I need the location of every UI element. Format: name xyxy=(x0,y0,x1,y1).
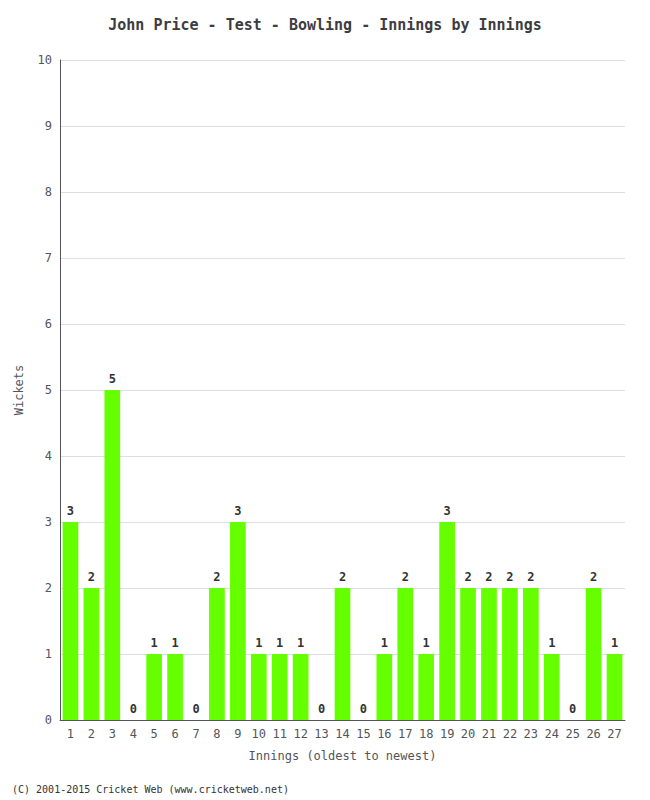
svg-text:0: 0 xyxy=(192,702,199,716)
svg-text:11: 11 xyxy=(272,727,286,741)
svg-text:1: 1 xyxy=(423,636,430,650)
svg-text:13: 13 xyxy=(314,727,328,741)
svg-text:12: 12 xyxy=(293,727,307,741)
svg-text:16: 16 xyxy=(377,727,391,741)
svg-text:22: 22 xyxy=(503,727,517,741)
svg-text:23: 23 xyxy=(524,727,538,741)
svg-text:3: 3 xyxy=(67,504,74,518)
svg-text:4: 4 xyxy=(130,727,137,741)
svg-text:John Price - Test - Bowling -: John Price - Test - Bowling - Innings by… xyxy=(108,16,541,34)
svg-text:Wickets: Wickets xyxy=(12,365,26,416)
svg-text:2: 2 xyxy=(45,581,52,595)
svg-text:2: 2 xyxy=(88,727,95,741)
svg-text:15: 15 xyxy=(356,727,370,741)
svg-text:1: 1 xyxy=(381,636,388,650)
svg-text:14: 14 xyxy=(335,727,349,741)
svg-text:0: 0 xyxy=(45,713,52,727)
svg-text:0: 0 xyxy=(569,702,576,716)
svg-text:6: 6 xyxy=(171,727,178,741)
svg-text:2: 2 xyxy=(213,570,220,584)
svg-text:3: 3 xyxy=(444,504,451,518)
svg-text:5: 5 xyxy=(45,383,52,397)
svg-text:(C) 2001-2015 Cricket Web (www: (C) 2001-2015 Cricket Web (www.cricketwe… xyxy=(12,784,289,795)
svg-text:10: 10 xyxy=(252,727,266,741)
svg-text:1: 1 xyxy=(276,636,283,650)
svg-text:21: 21 xyxy=(482,727,496,741)
svg-text:2: 2 xyxy=(506,570,513,584)
svg-text:0: 0 xyxy=(130,702,137,716)
svg-text:2: 2 xyxy=(88,570,95,584)
svg-text:4: 4 xyxy=(45,449,52,463)
svg-text:7: 7 xyxy=(45,251,52,265)
svg-text:1: 1 xyxy=(151,636,158,650)
svg-text:1: 1 xyxy=(171,636,178,650)
svg-text:2: 2 xyxy=(464,570,471,584)
svg-text:25: 25 xyxy=(565,727,579,741)
svg-text:9: 9 xyxy=(234,727,241,741)
svg-text:9: 9 xyxy=(45,119,52,133)
svg-text:1: 1 xyxy=(548,636,555,650)
svg-text:5: 5 xyxy=(109,372,116,386)
svg-text:1: 1 xyxy=(45,647,52,661)
svg-text:1: 1 xyxy=(611,636,618,650)
svg-text:2: 2 xyxy=(402,570,409,584)
svg-text:1: 1 xyxy=(67,727,74,741)
svg-text:8: 8 xyxy=(213,727,220,741)
svg-text:2: 2 xyxy=(339,570,346,584)
svg-text:5: 5 xyxy=(151,727,158,741)
svg-text:20: 20 xyxy=(461,727,475,741)
svg-text:2: 2 xyxy=(590,570,597,584)
svg-text:2: 2 xyxy=(527,570,534,584)
svg-text:1: 1 xyxy=(297,636,304,650)
svg-text:18: 18 xyxy=(419,727,433,741)
svg-text:26: 26 xyxy=(586,727,600,741)
svg-text:6: 6 xyxy=(45,317,52,331)
svg-text:3: 3 xyxy=(45,515,52,529)
svg-text:7: 7 xyxy=(192,727,199,741)
svg-text:17: 17 xyxy=(398,727,412,741)
svg-text:19: 19 xyxy=(440,727,454,741)
svg-text:24: 24 xyxy=(545,727,559,741)
svg-text:8: 8 xyxy=(45,185,52,199)
svg-text:0: 0 xyxy=(318,702,325,716)
svg-text:2: 2 xyxy=(485,570,492,584)
svg-text:1: 1 xyxy=(255,636,262,650)
svg-text:27: 27 xyxy=(607,727,621,741)
svg-text:0: 0 xyxy=(360,702,367,716)
svg-text:Innings (oldest to newest): Innings (oldest to newest) xyxy=(249,749,437,763)
svg-text:10: 10 xyxy=(38,53,52,67)
svg-text:3: 3 xyxy=(234,504,241,518)
svg-text:3: 3 xyxy=(109,727,116,741)
